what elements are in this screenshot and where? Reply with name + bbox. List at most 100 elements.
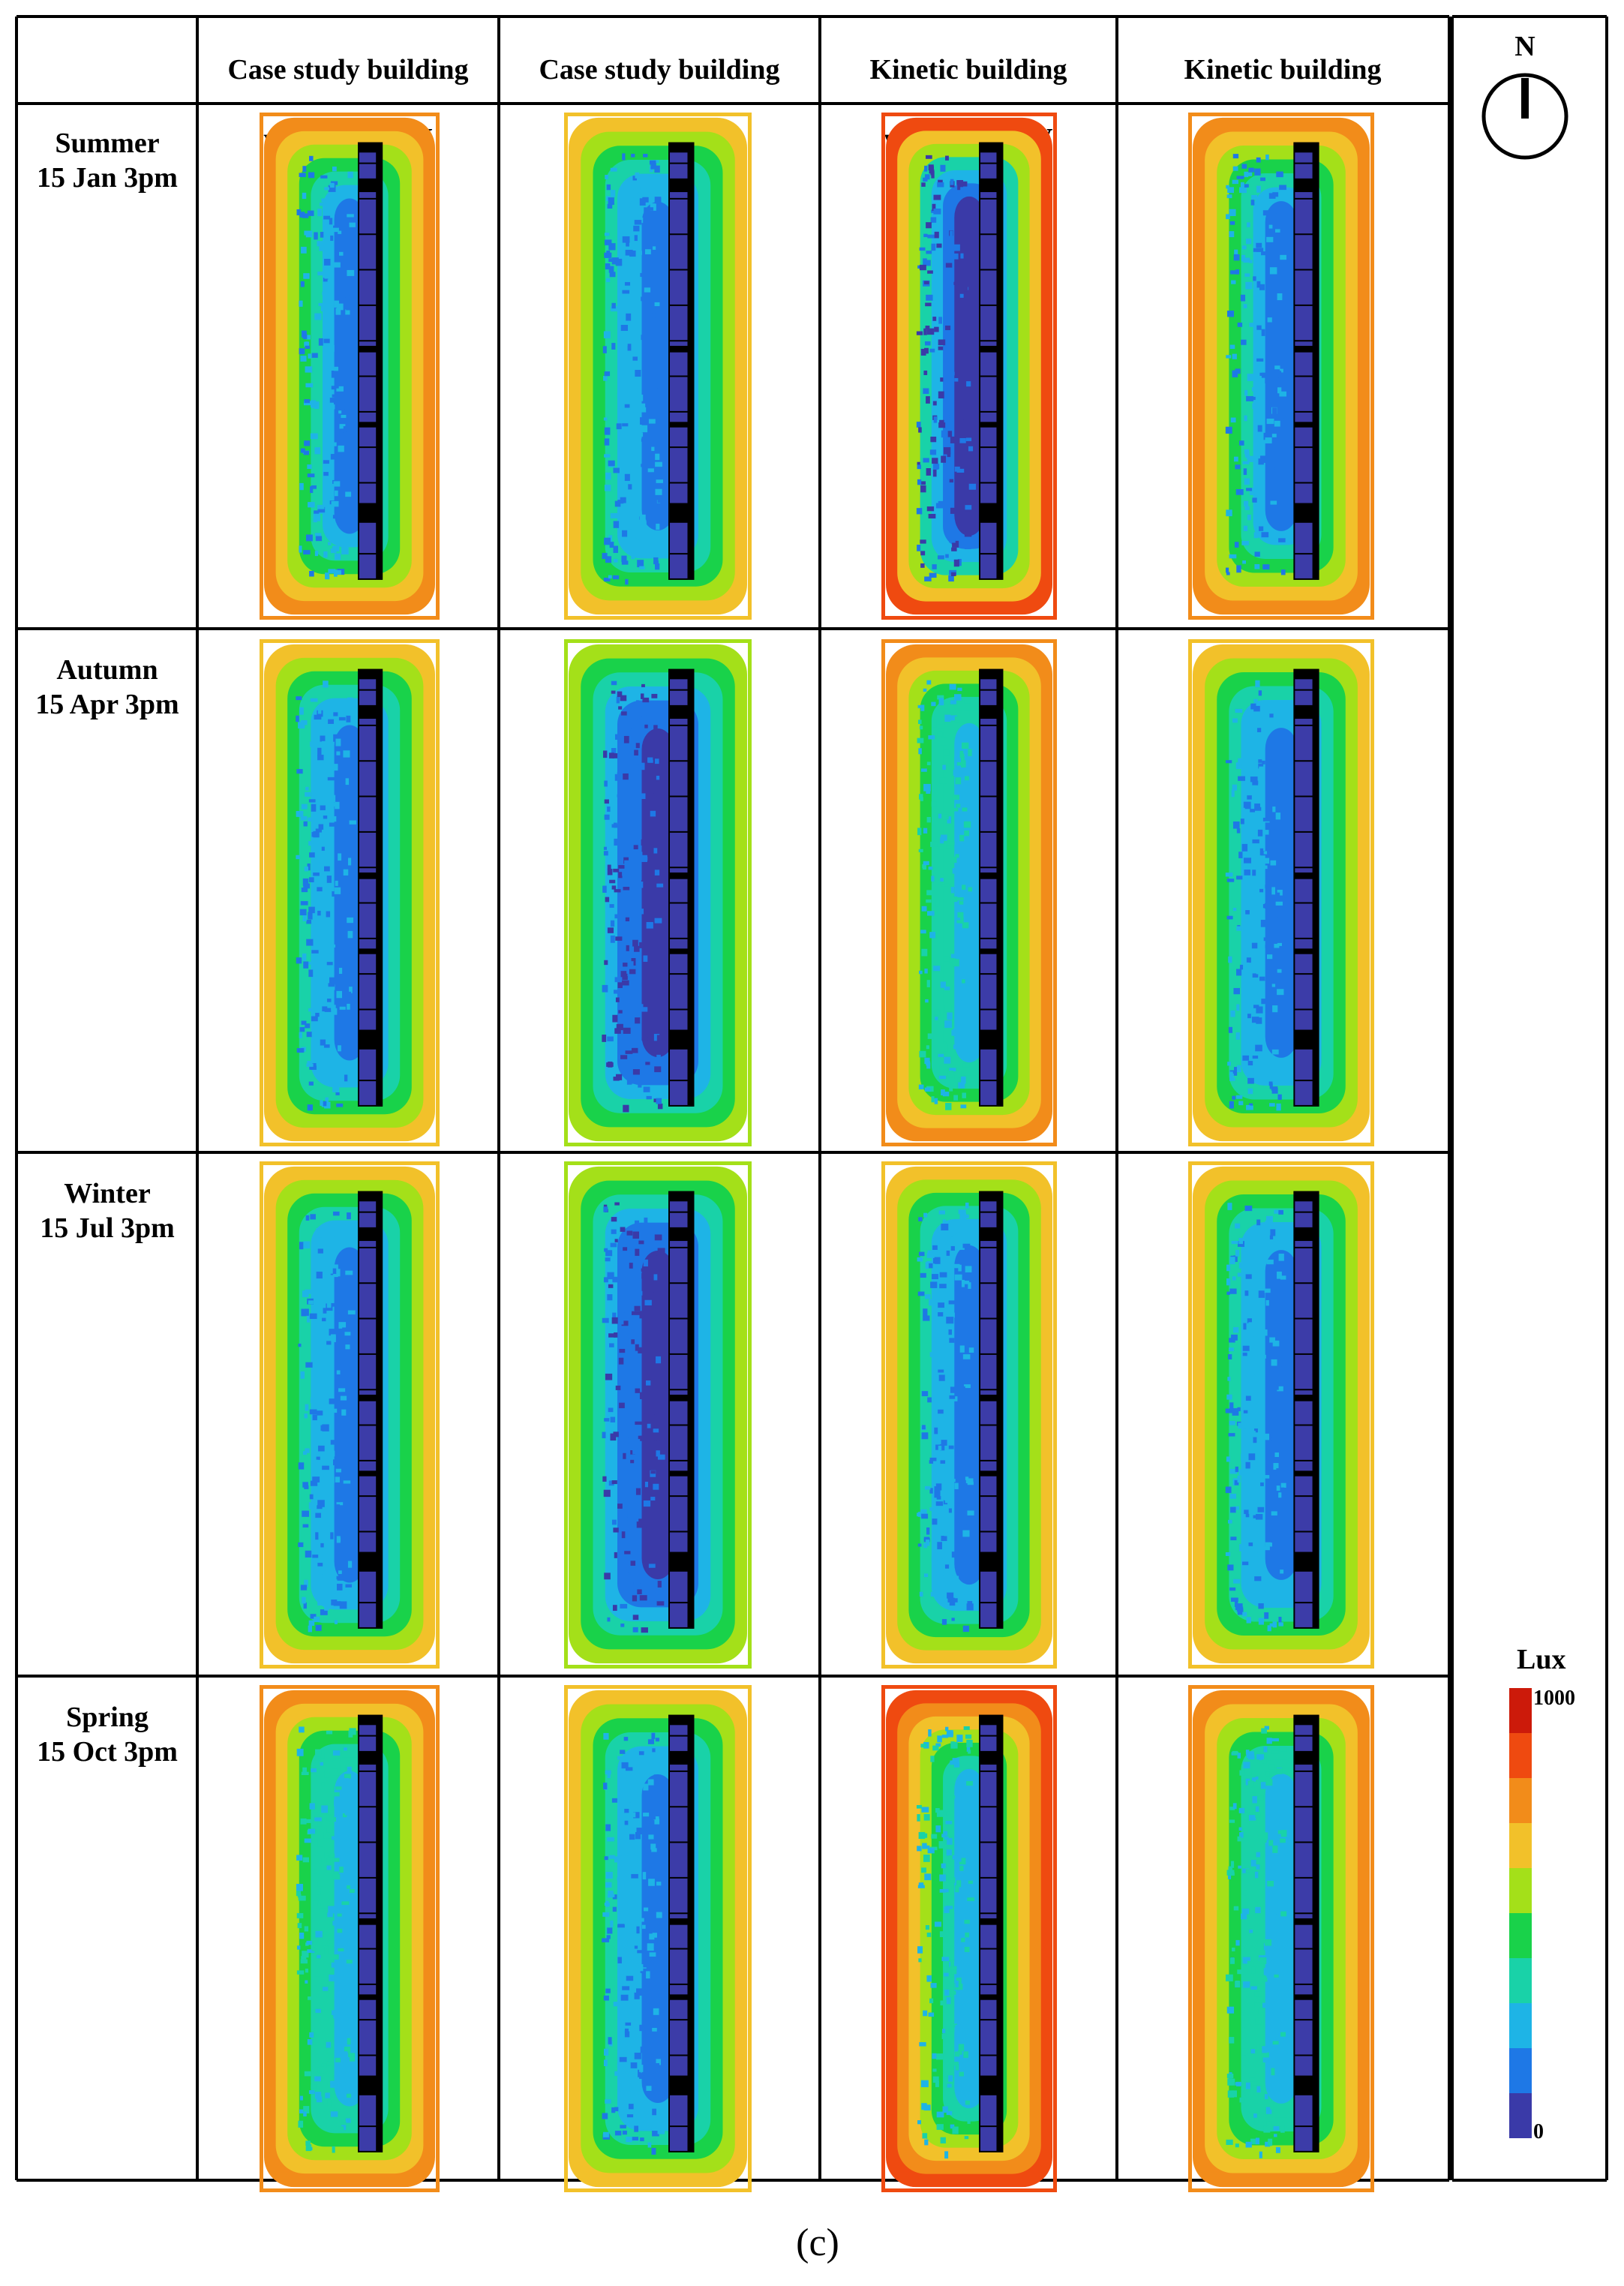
illuminance-speckle xyxy=(296,1855,303,1861)
illuminance-speckle xyxy=(923,688,927,692)
illuminance-speckle xyxy=(344,1774,351,1779)
illuminance-speckle xyxy=(1247,1088,1253,1095)
illuminance-speckle xyxy=(1244,839,1250,843)
illuminance-speckle xyxy=(620,1055,628,1059)
illuminance-speckle xyxy=(632,482,639,488)
illuminance-speckle xyxy=(1248,1103,1253,1107)
illuminance-speckle xyxy=(946,2111,953,2116)
illuminance-speckle xyxy=(1246,395,1254,401)
illuminance-speckle xyxy=(1265,377,1271,384)
illuminance-plan-svg xyxy=(260,1161,440,1669)
illuminance-speckle xyxy=(945,263,953,268)
illuminance-speckle xyxy=(635,1220,640,1226)
illuminance-speckle xyxy=(949,683,956,690)
illuminance-speckle xyxy=(349,1368,356,1372)
illuminance-speckle xyxy=(310,741,314,747)
illuminance-speckle xyxy=(325,1097,329,1104)
illuminance-speckle xyxy=(947,1012,953,1020)
illuminance-speckle xyxy=(962,1625,969,1633)
row-date: 15 Jan 3pm xyxy=(37,162,178,194)
illuminance-speckle xyxy=(1245,2082,1250,2089)
illuminance-speckle xyxy=(317,1470,324,1476)
illuminance-speckle xyxy=(304,1413,308,1419)
illuminance-speckle xyxy=(315,1230,319,1235)
illuminance-speckle xyxy=(926,1263,933,1269)
illuminance-speckle xyxy=(639,852,643,856)
illuminance-speckle xyxy=(655,997,661,1002)
illuminance-speckle xyxy=(1246,1617,1251,1624)
illuminance-speckle xyxy=(1265,1832,1268,1840)
illuminance-speckle xyxy=(617,794,625,798)
legend-color-bar xyxy=(1509,1688,1532,2138)
illuminance-speckle xyxy=(639,882,644,888)
illuminance-speckle xyxy=(345,1270,353,1275)
illuminance-speckle xyxy=(1254,251,1262,259)
illuminance-speckle xyxy=(631,1865,636,1872)
illuminance-speckle xyxy=(654,1414,659,1419)
illuminance-speckle xyxy=(945,1906,953,1909)
illuminance-speckle xyxy=(611,1317,618,1324)
illuminance-speckle xyxy=(343,1568,348,1573)
illuminance-speckle xyxy=(1265,2141,1271,2147)
illuminance-speckle xyxy=(626,945,629,951)
illuminance-speckle xyxy=(302,953,307,961)
illuminance-speckle xyxy=(951,1618,955,1621)
illuminance-speckle xyxy=(645,1062,650,1065)
illuminance-speckle xyxy=(1244,500,1249,506)
illuminance-speckle xyxy=(1238,1827,1242,1831)
illuminance-speckle xyxy=(937,182,944,188)
illuminance-speckle xyxy=(635,924,641,930)
illuminance-speckle xyxy=(1228,956,1232,963)
illuminance-speckle xyxy=(614,838,618,846)
illuminance-speckle xyxy=(1256,1006,1263,1014)
illuminance-speckle xyxy=(919,2041,926,2047)
illuminance-speckle xyxy=(916,422,921,428)
illuminance-speckle xyxy=(621,555,627,563)
illuminance-speckle xyxy=(633,1580,641,1588)
illuminance-speckle xyxy=(1225,567,1229,573)
illuminance-speckle xyxy=(949,1086,953,1092)
illuminance-speckle xyxy=(301,1020,307,1025)
illuminance-speckle xyxy=(935,1374,942,1381)
illuminance-speckle xyxy=(942,814,949,820)
illuminance-speckle xyxy=(1274,1452,1279,1458)
illuminance-speckle xyxy=(940,1510,944,1515)
illuminance-speckle xyxy=(936,2111,944,2118)
illuminance-speckle xyxy=(1278,1253,1284,1261)
illuminance-speckle xyxy=(305,383,314,388)
illuminance-speckle xyxy=(608,1480,614,1486)
illuminance-speckle xyxy=(960,519,965,524)
illuminance-speckle xyxy=(301,804,308,810)
floor-plan-core xyxy=(669,1715,694,1726)
illuminance-speckle xyxy=(958,1209,966,1215)
illuminance-speckle xyxy=(304,440,311,446)
illuminance-speckle xyxy=(1236,176,1244,179)
illuminance-speckle xyxy=(1236,876,1243,880)
illuminance-speckle xyxy=(933,209,941,215)
illuminance-speckle xyxy=(1280,999,1286,1004)
illuminance-speckle xyxy=(1229,344,1235,350)
illuminance-speckle xyxy=(1276,1485,1280,1491)
illuminance-speckle xyxy=(306,1063,314,1067)
illuminance-speckle xyxy=(948,1300,956,1305)
illuminance-speckle xyxy=(1244,1205,1253,1212)
illuminance-speckle xyxy=(925,1262,929,1269)
floor-plan-core xyxy=(980,1994,1003,2000)
illuminance-speckle xyxy=(334,1792,340,1797)
illuminance-speckle xyxy=(603,2131,609,2137)
illuminance-speckle xyxy=(943,305,950,309)
illuminance-speckle xyxy=(931,801,937,807)
illuminance-speckle xyxy=(644,1408,652,1413)
illuminance-speckle xyxy=(926,1527,930,1535)
illuminance-speckle xyxy=(921,1391,929,1397)
illuminance-speckle xyxy=(946,1730,953,1738)
illuminance-speckle xyxy=(1255,680,1260,687)
illuminance-speckle xyxy=(324,275,332,279)
illuminance-speckle xyxy=(314,1817,322,1822)
illuminance-speckle xyxy=(965,1314,970,1322)
illuminance-speckle xyxy=(965,1202,969,1209)
illuminance-speckle xyxy=(341,547,349,555)
illuminance-speckle xyxy=(1252,1796,1257,1804)
illuminance-speckle xyxy=(1269,275,1276,281)
